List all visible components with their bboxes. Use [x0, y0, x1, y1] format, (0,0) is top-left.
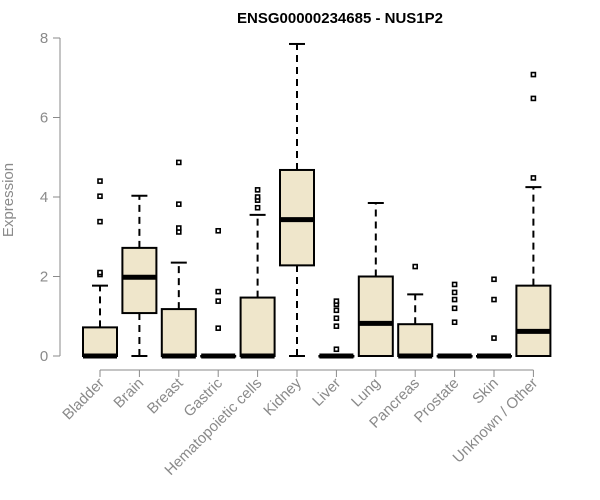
x-tick-label: Kidney — [260, 374, 305, 419]
x-tick-label: Lung — [348, 375, 384, 411]
outlier-point — [491, 296, 497, 303]
outlier-point — [176, 201, 182, 207]
box-group — [357, 201, 394, 357]
box — [397, 323, 434, 358]
outlier-point — [333, 346, 340, 353]
box-group — [200, 227, 237, 359]
y-tick-label: 2 — [40, 269, 48, 286]
outlier-point — [333, 323, 340, 329]
y-tick-label: 0 — [40, 348, 48, 365]
outlier-point — [451, 281, 458, 288]
outlier-point — [530, 95, 537, 102]
box-group — [279, 42, 315, 357]
box — [121, 246, 158, 315]
plot-area — [82, 42, 552, 359]
x-tick-label: Liver — [309, 375, 344, 410]
box-group — [476, 276, 512, 359]
outlier-point — [333, 315, 340, 322]
outlier-point — [491, 276, 497, 283]
outlier-point — [254, 204, 261, 211]
box-group — [318, 298, 355, 359]
outlier-point — [215, 298, 221, 304]
x-tick-label: Breast — [144, 374, 187, 417]
outlier-point — [97, 218, 103, 225]
outlier-point — [176, 159, 182, 166]
outlier-point — [215, 227, 221, 234]
outlier-point — [215, 288, 221, 295]
outlier-point — [333, 307, 340, 314]
outlier-point — [451, 305, 458, 312]
outlier-point — [97, 178, 103, 184]
box — [357, 275, 394, 357]
box — [160, 308, 197, 357]
chart-title: ENSG00000234685 - NUS1P2 — [237, 10, 443, 27]
outlier-point — [412, 263, 419, 270]
y-axis: 0 2 4 6 8 — [40, 30, 61, 365]
outlier-point — [97, 269, 103, 276]
outlier-point — [451, 296, 458, 303]
box-group — [239, 187, 276, 359]
outlier-point — [530, 71, 537, 78]
x-tick-label: Bladder — [59, 375, 108, 424]
outlier-point — [97, 193, 103, 200]
outlier-point — [333, 298, 340, 304]
outlier-point — [254, 187, 261, 193]
box-group — [121, 194, 158, 357]
box-group — [160, 159, 197, 359]
box-group — [515, 71, 552, 357]
box-group — [397, 263, 434, 359]
y-tick-label: 6 — [40, 110, 48, 127]
x-tick-label: Brain — [110, 375, 147, 412]
x-tick-label: Skin — [469, 375, 502, 408]
outlier-point — [254, 194, 261, 200]
outlier-point — [451, 319, 458, 326]
y-tick-label: 4 — [40, 189, 48, 206]
outlier-point — [215, 325, 221, 331]
box — [239, 296, 276, 358]
box — [82, 326, 118, 358]
y-axis-label: Expression — [0, 163, 17, 237]
outlier-point — [530, 175, 537, 181]
box-group — [82, 178, 118, 359]
box-group — [436, 281, 473, 359]
y-tick-label: 8 — [40, 30, 48, 47]
outlier-point — [451, 289, 458, 296]
outlier-point — [176, 225, 182, 231]
box — [515, 284, 552, 357]
outlier-point — [491, 335, 497, 341]
